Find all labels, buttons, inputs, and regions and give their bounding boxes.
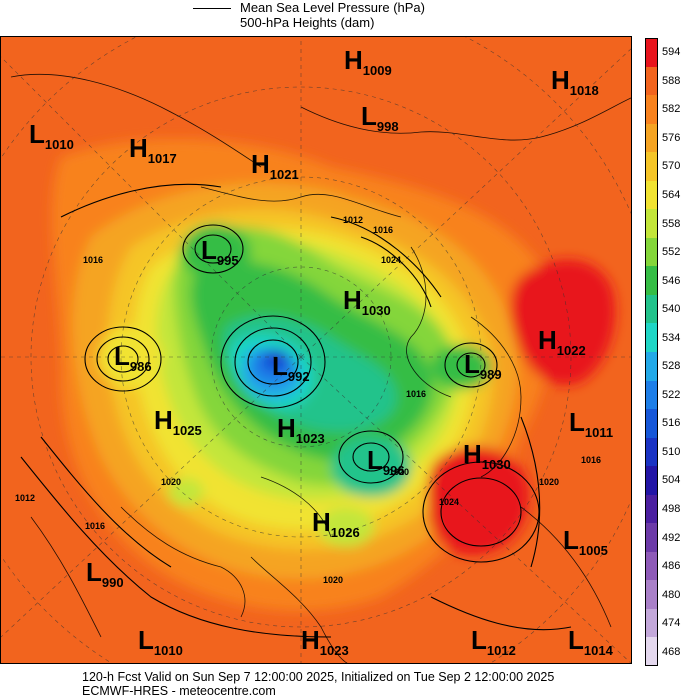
colorbar-label: 558 [662,217,681,230]
colorbar-swatch [645,608,658,638]
colorbar-swatch [645,237,658,267]
colorbar-swatch [645,494,658,524]
isobar-label: 1016 [406,389,427,399]
colorbar-swatch [645,38,658,67]
colorbar-label: 546 [662,274,681,287]
pressure-center-l: L1010 [29,119,74,152]
colorbar-label: 492 [662,531,681,544]
colorbar-label: 516 [662,417,681,430]
colorbar-label: 504 [662,474,681,487]
colorbar-swatch [645,551,658,581]
colorbar-swatch [645,437,658,467]
colorbar-label: 468 [662,645,681,658]
colorbar-swatch [645,380,658,410]
pressure-center-l: L992 [272,351,310,384]
pressure-center-h: H1017 [129,133,177,166]
colorbar-swatch [645,209,658,238]
isobar-label: 1020 [323,575,344,585]
colorbar-swatch [645,294,658,324]
colorbar-swatch [645,637,658,666]
pressure-center-l: L986 [114,341,152,374]
colorbar-label: 528 [662,360,681,373]
colorbar-label: 480 [662,588,681,601]
colorbar-swatch [645,523,658,552]
colorbar-swatch [645,323,658,352]
pressure-center-l: L1005 [563,525,608,558]
colorbar-label: 540 [662,303,681,316]
isobar-label: 1016 [85,521,106,531]
pressure-center-h: H1018 [551,65,599,98]
colorbar-swatch [645,466,658,495]
colorbar-swatch [645,580,658,609]
colorbar: 594 588 582 576 570 564 558 552 546 540 534 528 522 5… [645,38,681,666]
isobar-label: 1012 [343,215,364,225]
pressure-center-l: L1010 [138,625,183,658]
pressure-center-l: L996 [367,445,405,478]
colorbar-swatch [645,123,658,153]
pressure-center-h: H1026 [312,507,360,540]
colorbar-swatch [645,180,658,210]
colorbar-label: 522 [662,388,681,401]
colorbar-label: 498 [662,503,681,515]
pressure-center-l: L990 [86,557,124,590]
isobar-label: 1024 [381,255,402,265]
isobar-label: 1024 [439,497,460,507]
colorbar-label: 486 [662,560,681,573]
pressure-center-h: H1021 [251,149,299,182]
pressure-center-h: H1009 [344,45,392,78]
colorbar-label: 564 [662,189,681,201]
colorbar-swatch [645,152,658,181]
pressure-center-h: H1030 [343,285,391,318]
colorbar-label: 552 [662,246,681,259]
pressure-center-l: L1011 [569,407,614,440]
pressure-center-l: L1014 [568,625,613,658]
isobar-legend-line [193,8,231,9]
map-graphic [1,37,631,663]
forecast-valid-text: 120-h Fcst Valid on Sun Sep 7 12:00:00 2… [82,670,555,684]
pressure-center-h: H1023 [301,625,349,658]
colorbar-swatch [645,95,658,124]
isobar-label: 1020 [389,467,410,477]
legend-mslp-label: Mean Sea Level Pressure (hPa) [240,0,425,15]
colorbar-label: 588 [662,74,681,87]
pressure-center-h: H1023 [277,413,325,446]
weather-map: H1009 H1018 L998 L1010 H1017 H1021 L995 … [0,36,632,664]
isobar-label: 1020 [161,477,182,487]
colorbar-swatch [645,266,658,295]
pressure-center-l: L995 [201,235,239,268]
isobar-label: 1012 [15,493,36,503]
colorbar-label: 576 [662,131,681,144]
isobar-label: 1016 [581,455,602,465]
colorbar-swatch [645,66,658,96]
pressure-center-l: L989 [464,349,502,382]
colorbar-label: 510 [662,445,681,458]
pressure-center-h: H1022 [538,325,586,358]
isobar-label: 1016 [83,255,104,265]
colorbar-label: 570 [662,160,681,173]
pressure-center-l: L1012 [471,625,516,658]
colorbar-label: 594 [662,46,681,59]
isobar-label: 1020 [539,477,560,487]
colorbar-swatch [645,409,658,438]
colorbar-label: 534 [662,331,681,344]
colorbar-label: 582 [662,103,681,116]
legend: Mean Sea Level Pressure (hPa) 500-hPa He… [0,0,681,36]
pressure-center-l: L998 [361,101,399,134]
pressure-center-h: H1025 [154,405,202,438]
pressure-center-h: H1030 [463,439,511,472]
legend-heights-label: 500-hPa Heights (dam) [240,15,375,30]
colorbar-label: 474 [662,617,681,630]
isobar-label: 1016 [373,225,394,235]
source-credit-text: ECMWF-HRES - meteocentre.com [82,684,276,698]
colorbar-swatch [645,352,658,381]
